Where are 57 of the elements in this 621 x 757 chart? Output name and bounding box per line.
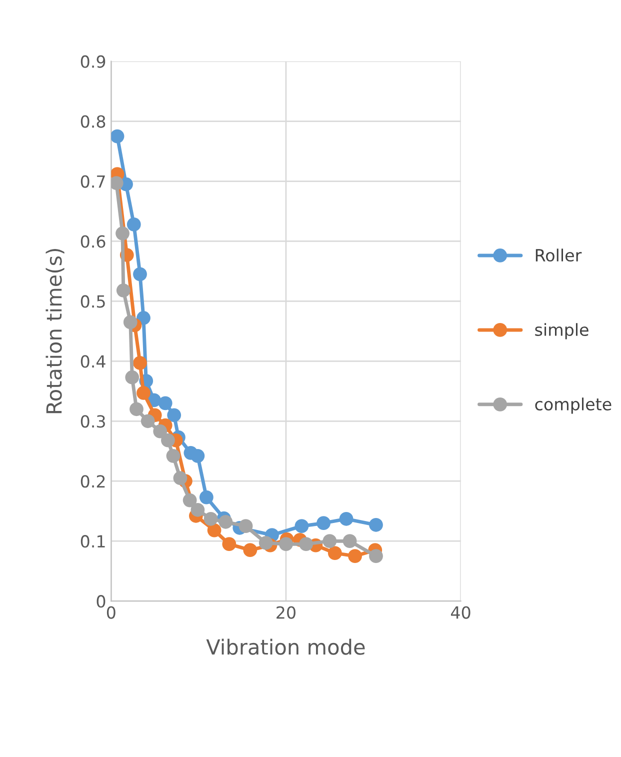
y-tick-label: 0.9 xyxy=(80,55,106,68)
y-tick-label: 0.5 xyxy=(80,295,105,308)
point xyxy=(204,512,218,526)
point xyxy=(294,519,309,534)
point xyxy=(158,396,172,410)
point xyxy=(161,433,175,448)
y-tick-label: 0.1 xyxy=(80,535,105,548)
point xyxy=(140,414,155,428)
point xyxy=(199,490,214,504)
point xyxy=(167,408,182,422)
point xyxy=(322,534,337,548)
y-tick-label: 0.3 xyxy=(80,415,105,428)
point xyxy=(133,356,147,370)
y-tick-label: 0.6 xyxy=(80,235,106,248)
point xyxy=(316,516,330,530)
point xyxy=(299,537,314,552)
point xyxy=(126,217,141,232)
point xyxy=(133,267,147,282)
point xyxy=(173,471,188,486)
y-tick-label: 0 xyxy=(96,595,106,608)
point xyxy=(339,512,354,526)
legend-label: simple xyxy=(535,323,588,340)
point xyxy=(125,370,140,384)
point xyxy=(258,536,273,550)
x-axis-title: Vibration mode xyxy=(206,638,365,655)
legend-label: complete xyxy=(535,398,612,414)
point xyxy=(130,402,144,416)
point xyxy=(328,546,342,560)
point xyxy=(123,315,138,330)
point xyxy=(136,386,150,400)
x-tick-label: 0 xyxy=(106,606,116,619)
point xyxy=(190,502,205,517)
point xyxy=(153,424,168,438)
point xyxy=(190,448,205,463)
point xyxy=(369,518,383,532)
y-tick-label: 0.8 xyxy=(80,115,106,128)
point xyxy=(111,129,124,144)
point xyxy=(218,514,233,529)
x-tick-label: 40 xyxy=(450,606,470,619)
point xyxy=(166,448,180,463)
point xyxy=(116,226,130,240)
point xyxy=(207,523,222,538)
point xyxy=(279,537,293,552)
y-tick-label: 0.4 xyxy=(80,355,106,368)
point xyxy=(369,549,383,564)
point xyxy=(342,534,357,548)
point xyxy=(116,283,130,298)
x-tick-label: 20 xyxy=(276,606,296,619)
point xyxy=(238,519,253,534)
point xyxy=(348,549,362,564)
point xyxy=(182,493,197,508)
y-tick-label: 0.7 xyxy=(80,175,105,188)
point xyxy=(243,543,258,558)
y-tick-label: 0.2 xyxy=(80,475,105,488)
legend-label: Roller xyxy=(536,248,582,262)
point xyxy=(222,537,236,552)
y-axis-title: Rotation time(s) xyxy=(46,249,64,414)
